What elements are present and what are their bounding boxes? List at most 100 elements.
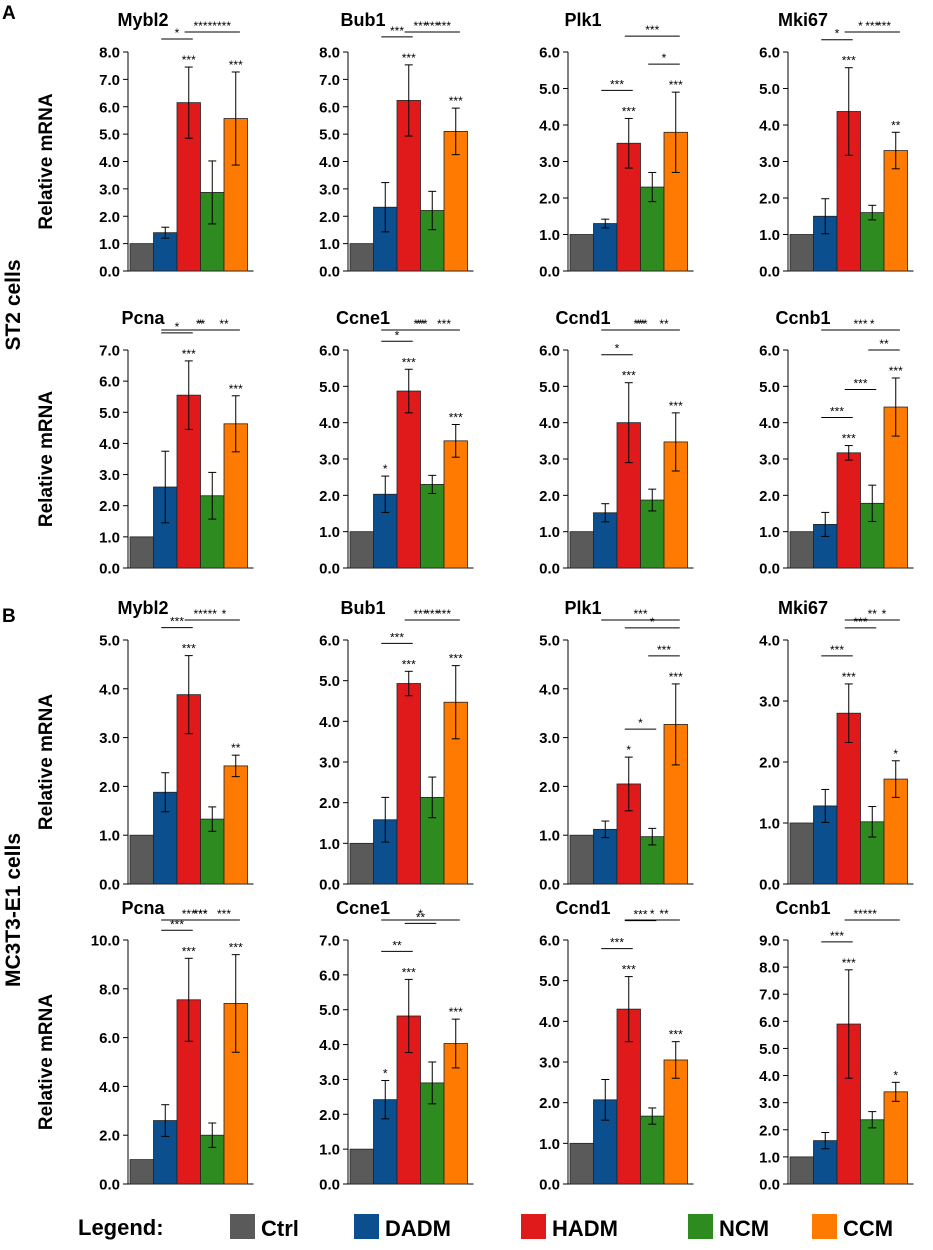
y-tick-label: 5.0 (99, 405, 120, 422)
y-tick-label: 1.0 (319, 836, 340, 853)
legend-label-ccm: CCM (843, 1216, 893, 1241)
legend-swatch-hadm (521, 1214, 546, 1239)
bar-dadm (593, 223, 618, 272)
significance-mark: * (893, 1068, 898, 1082)
chart-title: Ccnb1 (775, 898, 830, 918)
significance-mark: *** (182, 347, 196, 361)
y-tick-label: 2.0 (319, 1107, 340, 1124)
chart-title: Pcna (121, 308, 165, 328)
chart-8: 0.01.02.03.04.05.06.0Ccnb1**************… (759, 308, 914, 578)
significance-mark: *** (229, 941, 243, 955)
comparison-label: *** (217, 19, 231, 33)
y-tick-label: 2.0 (99, 779, 120, 796)
bar-ctrl (789, 822, 814, 885)
comparison-label: * (662, 51, 667, 65)
significance-mark: * (383, 462, 388, 476)
bar-ncm (640, 1115, 665, 1185)
comparison-label: * (395, 328, 400, 342)
y-tick-label: 4.0 (99, 154, 120, 171)
comparison-label: *** (437, 317, 451, 331)
comparison-label: ** (208, 607, 218, 621)
legend-label-hadm: HADM (552, 1216, 618, 1241)
significance-mark: *** (402, 657, 416, 671)
y-tick-label: 6.0 (319, 99, 340, 116)
significance-mark: *** (449, 410, 463, 424)
significance-mark: *** (402, 51, 416, 65)
comparison-label: *** (830, 929, 844, 943)
y-axis-label: Relative mRNA (36, 93, 57, 229)
y-tick-label: 1.0 (319, 524, 340, 541)
y-tick-label: 0.0 (99, 264, 120, 281)
chart-title: Plk1 (564, 598, 601, 618)
comparison-label: *** (193, 907, 207, 921)
y-tick-label: 1.0 (539, 1136, 560, 1153)
legend-title: Legend: (78, 1215, 164, 1240)
y-tick-label: 6.0 (539, 45, 560, 62)
y-tick-label: 0.0 (759, 1177, 780, 1194)
y-tick-label: 2.0 (99, 209, 120, 226)
y-tick-label: 4.0 (759, 1068, 780, 1085)
y-tick-label: 0.0 (759, 264, 780, 281)
comparison-label: ** (416, 317, 426, 331)
y-tick-label: 6.0 (759, 343, 780, 360)
bar-ctrl (129, 834, 154, 885)
y-tick-label: 5.0 (759, 1041, 780, 1058)
comparison-label: *** (193, 607, 207, 621)
significance-mark: *** (669, 670, 683, 684)
comparison-label: *** (657, 643, 671, 657)
y-tick-label: 7.0 (759, 987, 780, 1004)
row-label-st2: ST2 cells (2, 259, 25, 350)
y-tick-label: 3.0 (759, 1095, 780, 1112)
y-tick-label: 4.0 (319, 714, 340, 731)
chart-2: 0.01.02.03.04.05.06.07.08.0Bub1*********… (319, 10, 474, 281)
y-tick-label: 1.0 (759, 816, 780, 833)
significance-mark: * (893, 747, 898, 761)
y-tick-label: 10.0 (91, 933, 120, 950)
bar-ctrl (349, 531, 374, 569)
y-tick-label: 1.0 (319, 1142, 340, 1159)
legend-swatch-dadm (354, 1214, 379, 1239)
comparison-label: * (650, 615, 655, 629)
y-tick-label: 2.0 (99, 498, 120, 515)
y-tick-label: 0.0 (539, 1177, 560, 1194)
y-tick-label: 2.0 (99, 1128, 120, 1145)
bar-ctrl (789, 531, 814, 569)
y-tick-label: 1.0 (99, 529, 120, 546)
significance-mark: *** (182, 642, 196, 656)
y-tick-label: 6.0 (759, 45, 780, 62)
legend-swatch-ctrl (230, 1214, 255, 1239)
y-tick-label: 8.0 (99, 45, 120, 62)
comparison-label: *** (853, 377, 867, 391)
comparison-label: *** (170, 615, 184, 629)
comparison-label: *** (633, 607, 647, 621)
y-tick-label: 2.0 (539, 1095, 560, 1112)
y-tick-label: 2.0 (759, 755, 780, 772)
legend-swatch-ccm (812, 1214, 837, 1239)
bar-ctrl (129, 243, 154, 272)
comparison-label: *** (853, 907, 867, 921)
y-tick-label: 5.0 (539, 973, 560, 990)
y-tick-label: 4.0 (539, 681, 560, 698)
comparison-label: * (650, 907, 655, 921)
chart-title: Mki67 (778, 598, 828, 618)
y-tick-label: 3.0 (319, 755, 340, 772)
chart-title: Plk1 (564, 10, 601, 30)
comparison-label: * (175, 320, 180, 334)
comparison-label: ** (659, 907, 669, 921)
y-tick-label: 0.0 (99, 561, 120, 578)
significance-mark: ** (891, 118, 901, 132)
comparison-label: *** (437, 19, 451, 33)
y-tick-label: 5.0 (539, 633, 560, 650)
significance-mark: *** (449, 652, 463, 666)
panel-label-b: B (2, 606, 16, 627)
y-tick-label: 5.0 (99, 127, 120, 144)
y-tick-label: 2.0 (539, 779, 560, 796)
y-tick-label: 0.0 (319, 877, 340, 894)
significance-mark: *** (889, 364, 903, 378)
comparison-label: ** (636, 317, 646, 331)
y-tick-label: 3.0 (319, 452, 340, 469)
comparison-label: * (882, 607, 887, 621)
